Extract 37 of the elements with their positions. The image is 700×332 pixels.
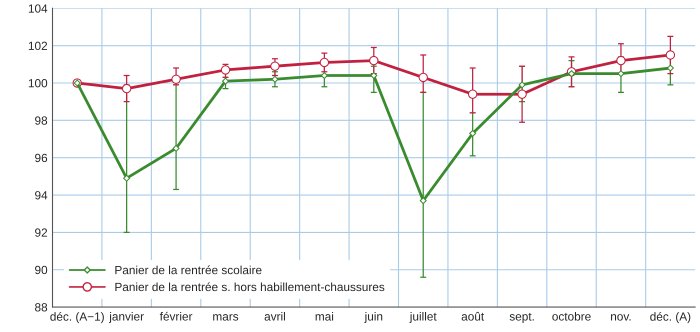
x-tick-label: janvier	[108, 312, 144, 323]
x-tick-label: déc. (A−1)	[50, 312, 104, 324]
point	[220, 65, 230, 75]
y-tick-label: 96	[35, 154, 48, 162]
point	[123, 174, 130, 182]
y-tick-label: 94	[35, 191, 48, 200]
point	[320, 58, 330, 68]
point	[172, 144, 180, 152]
x-tick-label: juin	[364, 312, 382, 323]
y-tick-label: 102	[28, 42, 48, 50]
x-tick-label: mai	[316, 312, 334, 321]
legend-label: Panier de la rentrée s. hors habillement-chaussures	[115, 282, 384, 292]
y-tick-label: 92	[35, 228, 48, 237]
point	[517, 90, 527, 99]
x-tick-label: déc. (A)	[650, 312, 690, 324]
y-tick-label: 90	[35, 266, 48, 274]
x-tick-label: avril	[264, 312, 285, 321]
point	[469, 130, 476, 137]
y-tick-label: 100	[28, 79, 48, 88]
point	[420, 197, 427, 204]
x-tick-label: juillet	[409, 312, 437, 323]
x-tick-label: août	[462, 312, 484, 321]
y-tick-label: 88	[35, 303, 48, 312]
x-tick-label: sept.	[510, 312, 534, 323]
x-tick-label: février	[160, 312, 192, 321]
point	[666, 50, 676, 60]
point	[518, 81, 526, 88]
x-tick-label: mars	[213, 314, 238, 321]
legend-label: Panier de la rentrée scolaire	[115, 265, 262, 274]
point	[468, 90, 478, 99]
x-tick-label: octobre	[552, 312, 591, 321]
point	[568, 70, 575, 78]
point	[666, 64, 674, 72]
point	[418, 72, 428, 82]
y-tick-label: 104	[28, 4, 48, 13]
x-tick-label: nov.	[611, 314, 631, 321]
y-tick-label: 98	[35, 116, 48, 125]
